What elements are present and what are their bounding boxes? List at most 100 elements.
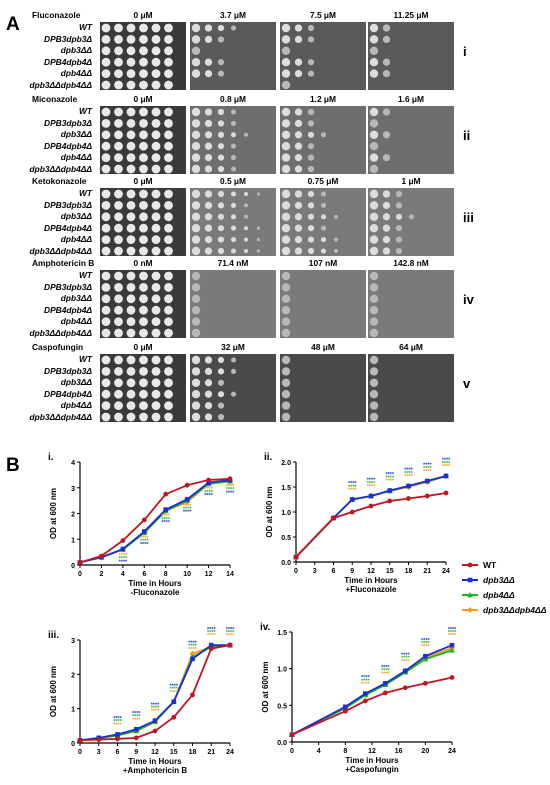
significance-mark: **** xyxy=(381,671,390,677)
yeast-spot xyxy=(191,412,201,422)
yeast-spot xyxy=(151,305,161,315)
yeast-spot xyxy=(164,235,173,244)
yeast-spot xyxy=(151,46,161,56)
concentration-label: 1.6 μM xyxy=(397,94,425,104)
yeast-spot xyxy=(191,224,201,233)
yeast-spot xyxy=(244,214,248,219)
x-tick-label: 0 xyxy=(294,568,298,575)
data-point xyxy=(120,538,126,543)
data-point xyxy=(368,503,374,509)
concentration-label: 71.4 nM xyxy=(217,258,249,268)
yeast-spot xyxy=(230,143,237,149)
agar-plate-image xyxy=(100,188,186,256)
agar-plate-image xyxy=(368,354,454,422)
yeast-spot xyxy=(164,317,173,326)
significance-mark: **** xyxy=(204,493,213,499)
yeast-spot xyxy=(126,389,136,399)
chart-subtitle: +Amphotericin B xyxy=(123,766,187,775)
y-tick-label: 4 xyxy=(71,460,75,467)
legend-label: dpb3ΔΔ xyxy=(483,575,515,585)
yeast-spot xyxy=(256,226,261,230)
yeast-spot xyxy=(307,59,315,66)
yeast-spot xyxy=(230,214,237,220)
yeast-spot xyxy=(151,328,161,338)
concentration-label: 0 μM xyxy=(133,176,153,186)
data-point xyxy=(406,496,411,501)
x-tick-label: 3 xyxy=(313,568,317,575)
x-tick-label: 16 xyxy=(395,748,403,755)
yeast-spot xyxy=(217,24,225,32)
yeast-spot xyxy=(139,317,148,326)
yeast-spot xyxy=(101,246,111,256)
data-point xyxy=(423,653,428,659)
yeast-spot xyxy=(114,212,123,222)
yeast-spot xyxy=(204,367,213,376)
strain-label: dpb3ΔΔdpb4ΔΔ xyxy=(29,412,92,422)
yeast-spot xyxy=(191,46,201,55)
yeast-spot xyxy=(114,317,123,326)
x-tick-label: 18 xyxy=(189,749,197,756)
yeast-spot xyxy=(191,390,201,399)
yeast-spot xyxy=(164,412,173,422)
yeast-spot xyxy=(307,190,315,198)
significance-mark: **** xyxy=(119,553,128,559)
yeast-spot xyxy=(244,249,248,253)
yeast-spot xyxy=(164,389,173,399)
chart-numeral: ii. xyxy=(264,452,273,463)
x-tick-label: 24 xyxy=(226,749,234,756)
yeast-spot xyxy=(164,212,173,222)
yeast-spot xyxy=(369,283,379,292)
significance-mark: **** xyxy=(183,503,192,509)
yeast-spot xyxy=(101,389,111,399)
significance-mark: **** xyxy=(381,665,390,671)
yeast-spot xyxy=(204,235,213,244)
significance-mark: **** xyxy=(113,722,122,728)
data-point xyxy=(141,517,147,523)
yeast-spot xyxy=(101,223,111,233)
yeast-spot xyxy=(382,24,391,32)
data-point xyxy=(387,488,393,493)
yeast-spot xyxy=(256,249,261,253)
x-tick-label: 12 xyxy=(368,748,376,755)
yeast-spot xyxy=(101,271,111,281)
yeast-spot xyxy=(164,23,173,33)
significance-mark: **** xyxy=(348,488,357,494)
yeast-spot xyxy=(139,46,148,56)
yeast-spot xyxy=(408,214,415,220)
panel-a-label: A xyxy=(6,14,20,35)
yeast-spot xyxy=(114,80,123,90)
yeast-spot xyxy=(395,202,403,209)
yeast-spot xyxy=(369,224,379,233)
agar-plate-image xyxy=(190,270,276,338)
yeast-spot xyxy=(217,236,225,243)
x-axis-label: Time in Hours xyxy=(128,757,182,766)
y-tick-label: 2 xyxy=(71,672,75,679)
data-point xyxy=(467,562,473,568)
significance-mark: **** xyxy=(188,644,197,650)
data-point xyxy=(443,473,449,479)
yeast-spot xyxy=(204,119,213,128)
yeast-spot xyxy=(191,271,201,281)
concentration-label: 142.8 nM xyxy=(393,258,429,268)
yeast-spot xyxy=(230,25,237,31)
yeast-spot xyxy=(281,46,291,55)
x-tick-label: 15 xyxy=(386,568,394,575)
data-point xyxy=(133,726,139,732)
yeast-spot xyxy=(139,389,148,399)
yeast-spot xyxy=(114,141,123,151)
strain-label: dpb4ΔΔ xyxy=(60,316,92,327)
yeast-spot xyxy=(164,367,173,376)
yeast-spot xyxy=(191,317,201,326)
yeast-spot xyxy=(204,247,213,255)
yeast-spot xyxy=(114,119,123,128)
yeast-spot xyxy=(164,130,173,140)
significance-mark: **** xyxy=(161,517,170,523)
data-point xyxy=(171,714,177,720)
yeast-spot xyxy=(281,246,291,256)
y-tick-label: 0 xyxy=(71,741,75,748)
data-point xyxy=(190,656,195,662)
strain-label: dpb3ΔΔ xyxy=(60,45,92,56)
significance-mark: **** xyxy=(119,556,128,562)
yeast-spot xyxy=(164,401,173,410)
series-line xyxy=(79,479,231,564)
